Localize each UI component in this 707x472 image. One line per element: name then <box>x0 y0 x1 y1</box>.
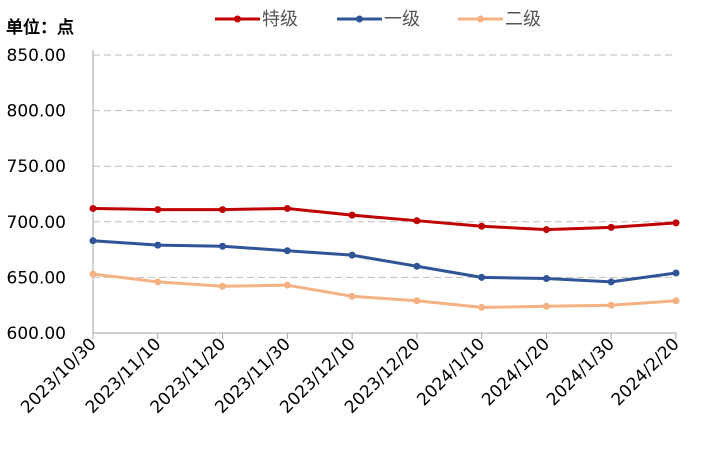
data-point <box>413 297 421 305</box>
y-tick-label: 800.00 <box>7 102 66 122</box>
data-point <box>219 282 227 290</box>
data-point <box>672 219 680 227</box>
data-point <box>283 281 291 289</box>
series-line-3 <box>92 272 677 309</box>
legend-swatch-marker <box>234 15 241 23</box>
data-point <box>89 237 97 245</box>
gridlines <box>93 54 676 278</box>
data-point <box>89 270 97 278</box>
series-line-1 <box>92 206 677 232</box>
data-point <box>672 269 680 277</box>
x-tick-label: 2024/1/10 <box>413 334 489 410</box>
data-point <box>154 278 162 286</box>
data-point <box>219 242 227 250</box>
legend-label: 一级 <box>384 9 420 30</box>
data-point <box>478 273 486 281</box>
legend-swatch-marker <box>356 15 363 23</box>
y-tick-label: 650.00 <box>7 268 66 288</box>
unit-label: 单位：点 <box>6 17 74 38</box>
legend-swatch-marker <box>477 15 484 23</box>
y-tick-label: 600.00 <box>7 324 66 344</box>
data-point <box>542 302 550 310</box>
data-point <box>542 226 550 234</box>
y-tick-label: 700.00 <box>7 213 66 233</box>
data-point <box>154 241 162 249</box>
data-point <box>89 204 97 212</box>
data-point <box>478 303 486 311</box>
data-point <box>478 222 486 230</box>
axes <box>92 50 677 339</box>
x-tick-label: 2024/1/20 <box>478 334 554 410</box>
data-point <box>413 217 421 225</box>
legend: 特级 一级 二级 <box>215 9 541 30</box>
data-point <box>154 206 162 214</box>
legend-label: 二级 <box>505 9 541 30</box>
data-point <box>283 247 291 255</box>
data-point <box>283 204 291 212</box>
legend-label: 特级 <box>262 9 298 30</box>
y-tick-label: 850.00 <box>7 46 66 66</box>
data-point <box>607 301 615 309</box>
y-tick-label: 750.00 <box>7 157 66 177</box>
data-point <box>672 297 680 305</box>
series-lines <box>89 204 680 311</box>
data-point <box>607 223 615 231</box>
data-point <box>607 278 615 286</box>
x-tick-label: 2024/2/20 <box>608 334 684 410</box>
data-point <box>348 292 356 300</box>
tick-labels: 600.00650.00700.00750.00800.00850.002023… <box>7 46 684 418</box>
data-point <box>348 211 356 219</box>
data-point <box>348 251 356 259</box>
x-tick-label: 2024/1/30 <box>543 334 619 410</box>
data-point <box>413 262 421 270</box>
data-point <box>219 206 227 214</box>
series-line-2 <box>92 239 677 284</box>
data-point <box>542 275 550 283</box>
